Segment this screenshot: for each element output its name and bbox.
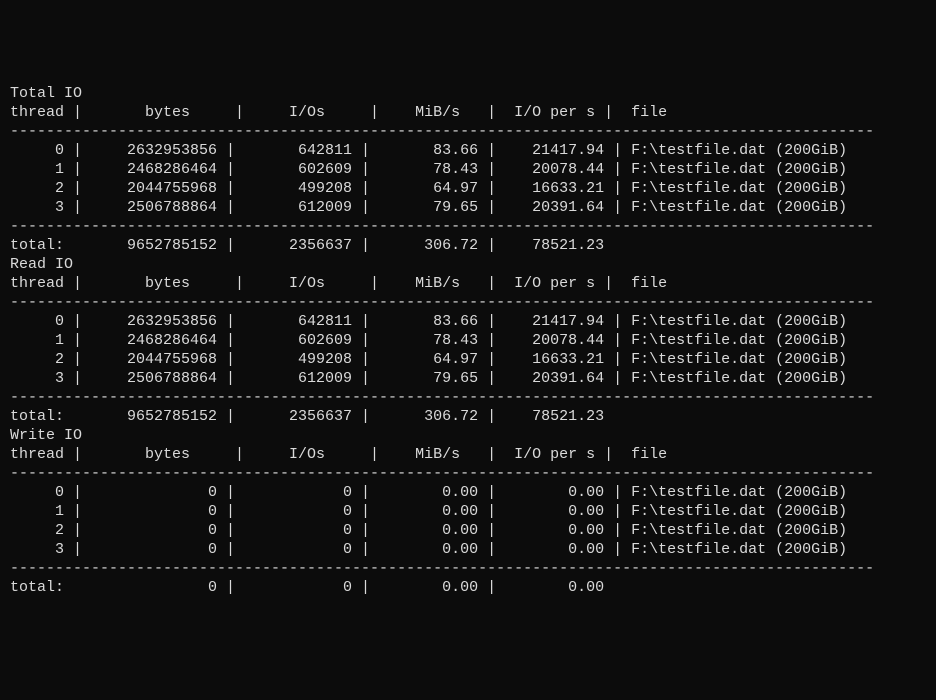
divider: ----------------------------------------…	[10, 122, 926, 141]
section-title: Write IO	[10, 426, 926, 445]
total-row: total: 0 | 0 | 0.00 | 0.00	[10, 578, 926, 597]
column-header: thread | bytes | I/Os | MiB/s | I/O per …	[10, 274, 926, 293]
table-row: 1 | 2468286464 | 602609 | 78.43 | 20078.…	[10, 331, 926, 350]
column-header: thread | bytes | I/Os | MiB/s | I/O per …	[10, 103, 926, 122]
table-row: 0 | 2632953856 | 642811 | 83.66 | 21417.…	[10, 141, 926, 160]
total-row: total: 9652785152 | 2356637 | 306.72 | 7…	[10, 407, 926, 426]
table-row: 1 | 2468286464 | 602609 | 78.43 | 20078.…	[10, 160, 926, 179]
section-title: Read IO	[10, 255, 926, 274]
divider: ----------------------------------------…	[10, 464, 926, 483]
divider: ----------------------------------------…	[10, 293, 926, 312]
table-row: 2 | 2044755968 | 499208 | 64.97 | 16633.…	[10, 179, 926, 198]
table-row: 3 | 2506788864 | 612009 | 79.65 | 20391.…	[10, 198, 926, 217]
table-row: 1 | 0 | 0 | 0.00 | 0.00 | F:\testfile.da…	[10, 502, 926, 521]
section-title: Total IO	[10, 84, 926, 103]
table-row: 0 | 0 | 0 | 0.00 | 0.00 | F:\testfile.da…	[10, 483, 926, 502]
total-row: total: 9652785152 | 2356637 | 306.72 | 7…	[10, 236, 926, 255]
table-row: 2 | 0 | 0 | 0.00 | 0.00 | F:\testfile.da…	[10, 521, 926, 540]
divider: ----------------------------------------…	[10, 388, 926, 407]
table-row: 3 | 0 | 0 | 0.00 | 0.00 | F:\testfile.da…	[10, 540, 926, 559]
table-row: 0 | 2632953856 | 642811 | 83.66 | 21417.…	[10, 312, 926, 331]
divider: ----------------------------------------…	[10, 217, 926, 236]
table-row: 2 | 2044755968 | 499208 | 64.97 | 16633.…	[10, 350, 926, 369]
terminal-output: Total IOthread | bytes | I/Os | MiB/s | …	[10, 84, 926, 597]
table-row: 3 | 2506788864 | 612009 | 79.65 | 20391.…	[10, 369, 926, 388]
column-header: thread | bytes | I/Os | MiB/s | I/O per …	[10, 445, 926, 464]
divider: ----------------------------------------…	[10, 559, 926, 578]
